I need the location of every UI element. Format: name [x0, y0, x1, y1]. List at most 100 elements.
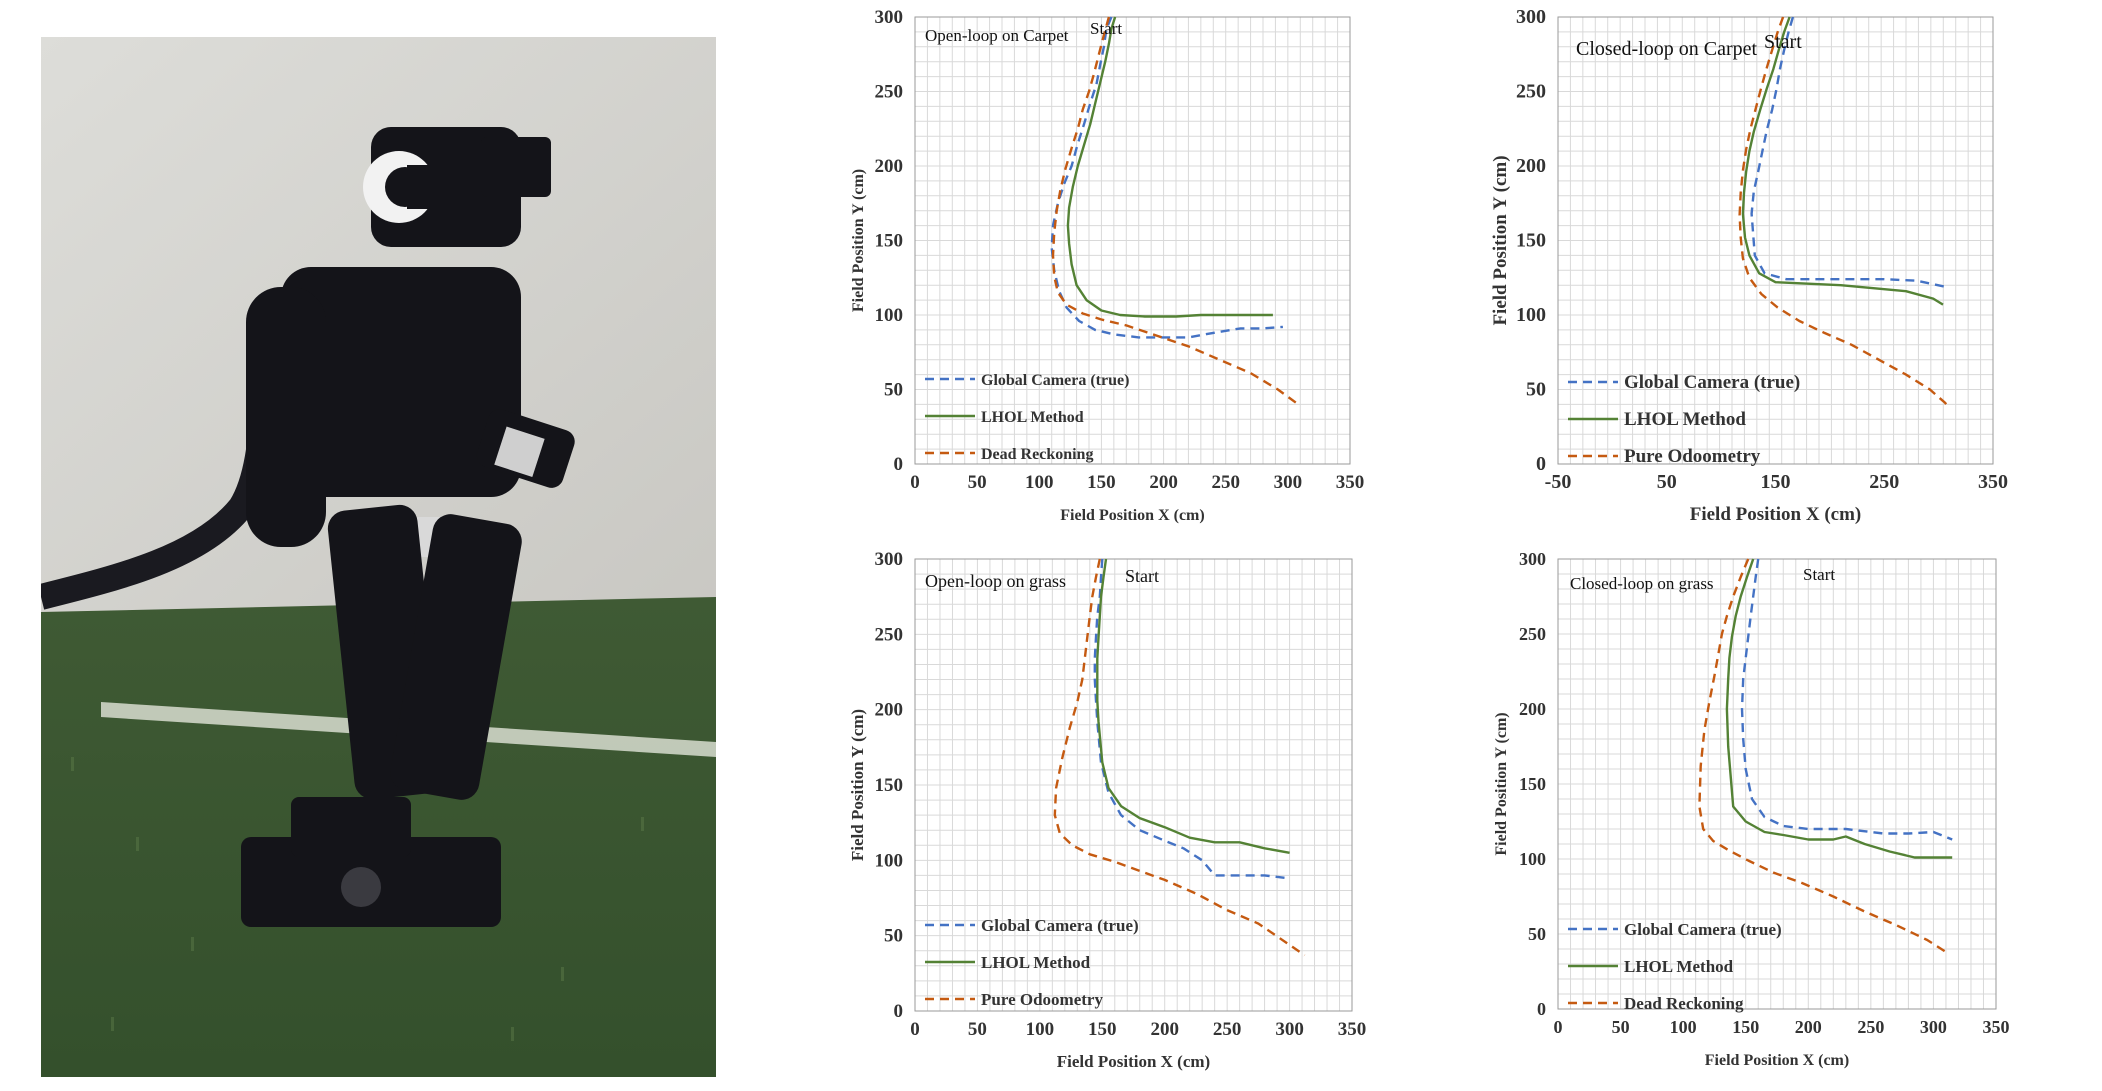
- x-axis-label: Field Position X (cm): [1705, 1052, 1849, 1069]
- x-tick-label: 300: [1275, 1019, 1304, 1040]
- plot-frame: [1557, 558, 1997, 1010]
- x-tick-label: 0: [910, 472, 920, 493]
- plot-frame: [1557, 16, 1994, 465]
- x-tick-label: 100: [1670, 1017, 1697, 1037]
- y-tick-label: 100: [1519, 849, 1546, 869]
- start-annotation: Start: [1125, 566, 1159, 586]
- y-tick-label: 200: [1519, 699, 1546, 719]
- y-tick-label: 300: [1519, 550, 1546, 569]
- series-line-lhol-method: [1725, 558, 1953, 859]
- robot-photo: [41, 37, 716, 1077]
- x-tick-label: 50: [1612, 1017, 1630, 1037]
- y-tick-label: 100: [875, 850, 904, 871]
- y-tick-label: 200: [875, 156, 904, 177]
- x-axis-label: Field Position X (cm): [1057, 1052, 1210, 1071]
- x-tick-label: 250: [1213, 1019, 1242, 1040]
- robot-leg-right: [390, 514, 522, 800]
- y-tick-label: 150: [1519, 774, 1546, 794]
- legend-label: LHOL Method: [1624, 957, 1734, 976]
- gridlines: [914, 16, 1351, 465]
- y-tick-label: 0: [1537, 999, 1546, 1019]
- x-tick-label: 200: [1150, 1019, 1179, 1040]
- y-tick-label: 50: [1528, 924, 1546, 944]
- series-line-lhol-method: [1096, 558, 1290, 854]
- series-line-dead-reckoning: [1051, 16, 1302, 407]
- x-tick-label: 200: [1149, 472, 1178, 493]
- x-tick-label: 100: [1025, 472, 1054, 493]
- x-tick-label: 250: [1211, 472, 1240, 493]
- chart-title: Open-loop on grass: [925, 571, 1066, 591]
- y-tick-label: 250: [875, 624, 904, 645]
- x-tick-label: 0: [1554, 1017, 1563, 1037]
- chart-title: Closed-loop on Carpet: [1576, 38, 1758, 60]
- y-tick-label: 50: [1526, 379, 1546, 401]
- gridlines: [1557, 16, 1994, 465]
- x-tick-label: 150: [1732, 1017, 1759, 1037]
- legend-label: Global Camera (true): [981, 372, 1129, 389]
- y-axis-label: Field Position Y (cm): [1490, 155, 1511, 325]
- gridlines: [1557, 558, 1997, 1010]
- y-tick-label: 0: [894, 454, 904, 475]
- start-annotation: Start: [1090, 19, 1122, 38]
- legend-label: Global Camera (true): [1624, 372, 1800, 393]
- series-line-global-camera-true: [1093, 558, 1290, 880]
- y-axis-label: Field Position Y (cm): [1493, 712, 1510, 855]
- series-line-lhol-method: [1066, 16, 1273, 318]
- legend-label: Global Camera (true): [1624, 920, 1782, 939]
- y-tick-label: 100: [1516, 304, 1546, 326]
- y-tick-label: 300: [1516, 8, 1546, 28]
- chart-closed-loop-carpet: -50 50 150 250 350 0 50 100 150 200 250 300 Field Po…: [1490, 8, 2008, 525]
- y-axis-label: Field Position Y (cm): [850, 169, 867, 312]
- legend-label: Global Camera (true): [981, 916, 1139, 935]
- x-tick-label: 350: [1978, 471, 2008, 493]
- series-line-global-camera-true: [1740, 558, 1953, 841]
- y-tick-label: 200: [1516, 155, 1546, 177]
- x-tick-label: 50: [968, 1019, 987, 1040]
- series-line-pure-odoometry: [1738, 16, 1951, 410]
- series-line-global-camera-true: [1050, 16, 1283, 339]
- legend-label: Pure Odoometry: [981, 990, 1103, 1009]
- x-axis-label: Field Position X (cm): [1060, 507, 1204, 524]
- x-tick-label: 150: [1087, 472, 1116, 493]
- start-annotation: Start: [1803, 565, 1835, 584]
- y-tick-label: 300: [875, 8, 904, 28]
- x-axis-label: Field Position X (cm): [1690, 504, 1862, 525]
- legend-label: LHOL Method: [981, 409, 1084, 426]
- x-tick-label: 50: [1657, 471, 1677, 493]
- y-tick-label: 150: [1516, 230, 1546, 252]
- plot-frame: [914, 558, 1353, 1012]
- y-tick-label: 50: [884, 380, 903, 401]
- plot-frame: [914, 16, 1351, 465]
- start-annotation: Start: [1764, 31, 1802, 53]
- chart-closed-loop-grass: 0 50 100 150 200 250 300 350 0 50 100 150 200 250 300 F…: [1493, 550, 2010, 1069]
- y-tick-label: 250: [875, 82, 904, 103]
- chart-open-loop-carpet: 0 50 100 150 200 250 300 350 0 50 100 150 200 250 300 F…: [850, 8, 1365, 524]
- y-tick-label: 50: [884, 926, 903, 947]
- series-line-pure-odoometry: [1053, 558, 1306, 957]
- chart-open-loop-grass: 0 50 100 150 200 250 300 350 0 50 100 150 200 250 300 F…: [848, 550, 1366, 1071]
- x-tick-label: 350: [1336, 472, 1365, 493]
- y-tick-label: 250: [1516, 81, 1546, 103]
- x-tick-label: 100: [1026, 1019, 1055, 1040]
- legend-label: Dead Reckoning: [1624, 994, 1744, 1013]
- robot-torso: [281, 267, 521, 497]
- y-tick-label: 300: [875, 550, 904, 570]
- x-tick-label: 300: [1920, 1017, 1947, 1037]
- y-axis-label: Field Position Y (cm): [848, 709, 867, 861]
- legend-label: Pure Odoometry: [1624, 446, 1761, 467]
- y-tick-label: 150: [875, 231, 904, 252]
- robot: [41, 127, 575, 927]
- x-tick-label: 300: [1274, 472, 1303, 493]
- x-tick-label: 350: [1983, 1017, 2010, 1037]
- chart-title: Open-loop on Carpet: [925, 26, 1069, 45]
- series-line-dead-reckoning: [1698, 558, 1950, 955]
- x-tick-label: 200: [1795, 1017, 1822, 1037]
- y-tick-label: 0: [1536, 453, 1546, 475]
- legend-label: Dead Reckoning: [981, 446, 1093, 463]
- legend-label: LHOL Method: [981, 953, 1091, 972]
- y-tick-label: 250: [1519, 624, 1546, 644]
- x-tick-label: 0: [910, 1019, 920, 1040]
- x-tick-label: 250: [1857, 1017, 1884, 1037]
- legend-label: LHOL Method: [1624, 409, 1746, 430]
- y-tick-label: 100: [875, 305, 904, 326]
